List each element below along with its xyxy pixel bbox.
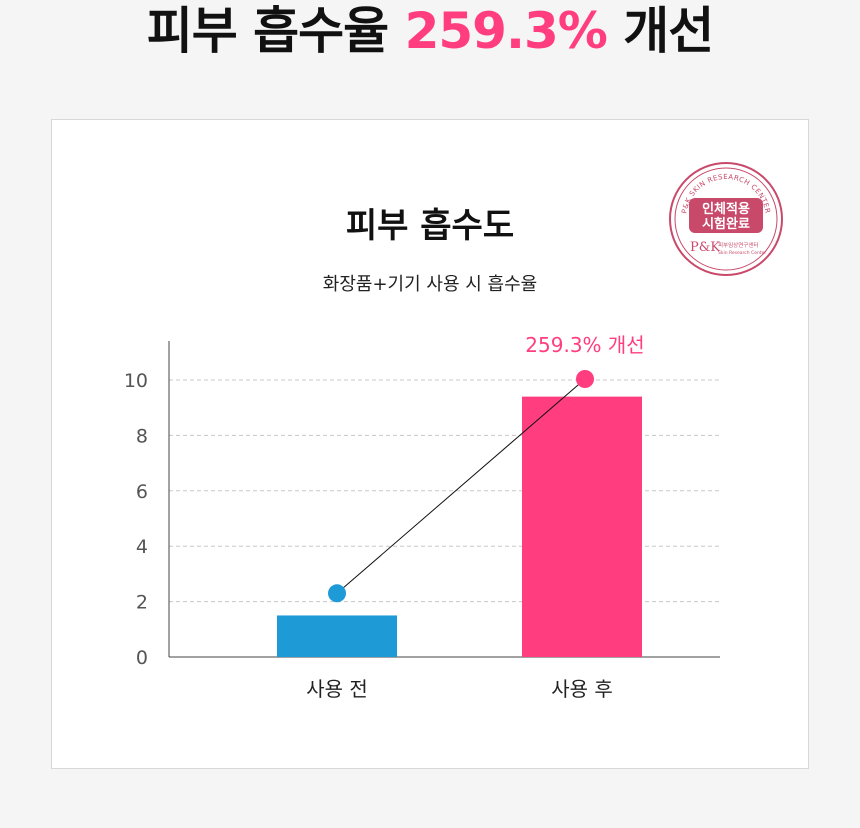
badge-org: 피부임상연구센터: [718, 241, 758, 249]
clinical-test-badge: P&K SKIN RESEARCH CENTER 인체적용 시험완료 P&K 피…: [669, 162, 783, 276]
badge-org-en: Skin Research Center: [718, 250, 766, 256]
y-tick-label: 2: [136, 592, 148, 614]
bar-1: [277, 615, 397, 657]
headline-prefix: 피부 흡수율: [146, 2, 389, 60]
marker-after: [576, 370, 594, 388]
x-category-label: 사용 후: [551, 677, 613, 701]
y-tick-label: 10: [124, 370, 148, 392]
headline-suffix: 개선: [623, 2, 714, 60]
y-tick-label: 8: [136, 425, 148, 447]
trend-line: [336, 378, 586, 594]
badge-line1: 인체적용: [702, 201, 750, 217]
x-category-label: 사용 전: [306, 677, 368, 701]
improvement-annotation: 259.3% 개선: [525, 333, 644, 357]
marker-before: [328, 584, 346, 603]
headline-highlight: 259.3%: [404, 2, 608, 60]
page-headline: 피부 흡수율 259.3% 개선: [0, 0, 860, 70]
badge-line2: 시험완료: [702, 216, 750, 232]
y-tick-label: 6: [136, 481, 148, 503]
chart-subtitle: 화장품+기기 사용 시 흡수율: [322, 274, 538, 295]
y-tick-label: 4: [136, 536, 148, 558]
y-tick-label: 0: [136, 647, 148, 669]
bar-2: [522, 396, 642, 657]
badge-logo: P&K: [690, 240, 720, 255]
chart-title: 피부 흡수도: [345, 206, 515, 246]
